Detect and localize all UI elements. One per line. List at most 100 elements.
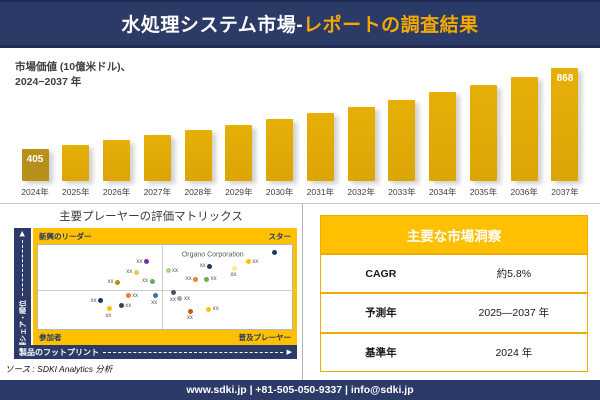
footer-contact-text: www.sdki.jp | +81-505-050-9337 | info@sd… <box>186 384 414 396</box>
bar-chart-year-labels: 2024年 2025年 2026年 2027年 2028年 2029年 2030年 2031年… <box>15 186 585 198</box>
matrix-point-label: xx <box>230 272 237 279</box>
quadrant-horizontal-divider <box>38 290 292 292</box>
bar: 405 <box>21 149 49 181</box>
up-arrow-icon: ▶ <box>19 231 26 237</box>
insights-table-header: 主要な市場洞察 <box>321 216 587 253</box>
bar-slot: 405 <box>15 66 55 181</box>
matrix-point-dot <box>125 293 131 299</box>
matrix-point-dot <box>133 269 139 275</box>
matrix-point-dot <box>188 308 194 314</box>
bar-slot <box>341 66 381 181</box>
matrix-point-dot <box>143 259 149 265</box>
bar-slot <box>56 66 96 181</box>
matrix-title: 主要プレーヤーの評価マトリックス <box>59 211 243 223</box>
year-label: 2025年 <box>62 187 90 197</box>
insights-row-value: 2024 年 <box>495 346 533 359</box>
bar-chart-bars: 405 868 <box>15 66 585 181</box>
bar-slot <box>463 66 503 181</box>
matrix-point-label: xx <box>142 278 149 285</box>
matrix-point-dot <box>106 306 112 311</box>
insights-row: 基準年 2024 年 <box>321 331 587 371</box>
matrix-point-dot <box>115 279 120 285</box>
bar <box>143 135 171 181</box>
bar-slot <box>219 66 259 181</box>
chart-title-line2: 2024−2037 年 <box>15 76 82 89</box>
bar-value-label: 868 <box>556 73 574 84</box>
source-note: ソース : SDKI Analytics 分析 <box>5 364 113 374</box>
insights-row-label: 基準年 <box>365 346 397 359</box>
bar-slot <box>423 66 463 181</box>
bar <box>306 113 334 181</box>
bar: 868 <box>551 68 579 181</box>
bar-slot: 868 <box>545 66 585 181</box>
matrix-point-dot <box>165 268 171 274</box>
matrix-point-label: xx <box>132 292 139 299</box>
bar-slot <box>300 66 340 181</box>
bar-slot <box>504 66 544 181</box>
chart-title-line1: 市場価値 (10億米ドル)、 <box>15 61 132 73</box>
year-label: 2032年 <box>347 187 375 197</box>
matrix-point-label: xx <box>136 258 143 265</box>
year-label: 2030年 <box>265 187 294 197</box>
market-insights-table: 主要な市場洞察 CAGR 約5.8% 予測年 2025—2037 年基準年 2024 年 <box>320 215 588 372</box>
matrix-point-label: xx <box>126 269 133 276</box>
matrix-point-label: xx <box>252 258 259 265</box>
matrix-point-label: xx <box>125 302 132 309</box>
matrix-point-label: xx <box>199 263 206 270</box>
matrix-point-label: xx <box>90 297 97 304</box>
matrix-point-dot <box>193 276 199 282</box>
x-axis-text: 製品のフットプリント <box>19 347 99 357</box>
bar <box>388 100 416 181</box>
bar <box>510 77 538 181</box>
matrix-point-dot <box>152 293 158 299</box>
matrix-point-dot <box>171 290 177 296</box>
bar <box>469 85 497 181</box>
bar-slot <box>97 66 137 181</box>
matrix-x-axis-bar: 製品のフットプリント ▶ <box>14 345 297 359</box>
year-label: 2028年 <box>184 187 212 197</box>
insights-row-label: CAGR <box>365 267 397 280</box>
year-label: 2024年 <box>21 187 49 197</box>
matrix-point-label: xx <box>212 306 219 313</box>
matrix-point-dot <box>118 303 124 309</box>
matrix-point-dot <box>206 306 212 312</box>
year-label: 2035年 <box>469 187 498 197</box>
matrix-box: 新興のリーダー スター Organo Corporation xx xx xx xx x… <box>33 228 297 345</box>
matrix-y-axis-bar: 市場シェア・順位 ▶ <box>14 228 31 359</box>
year-label: 2026年 <box>102 187 131 197</box>
matrix-point-label: xx <box>151 299 158 306</box>
matrix-point-dot <box>231 265 237 271</box>
bar <box>429 92 457 181</box>
matrix-point-label: xx <box>107 279 114 286</box>
matrix-bottom-band: 参加者 普及プレーヤー <box>33 330 297 345</box>
insights-row-value: 約5.8% <box>496 268 532 281</box>
bar <box>184 130 212 181</box>
bar-slot <box>137 66 177 181</box>
quadrant-label-pervasive-players: 普及プレーヤー <box>238 333 292 342</box>
matrix-point-label: xx <box>105 312 112 319</box>
matrix-point-label: xx <box>186 315 193 322</box>
insights-row: 予測年 2025—2037 年 <box>321 292 587 332</box>
year-label: 2033年 <box>388 187 416 197</box>
matrix-point-dot <box>207 263 213 269</box>
year-label: 2031年 <box>306 187 335 197</box>
bar <box>62 145 90 181</box>
report-title-accent: レポートの調査結果 <box>303 15 479 36</box>
matrix-point-dot <box>204 276 210 282</box>
bar <box>225 125 253 181</box>
matrix-point-label: xx <box>210 276 217 283</box>
year-label: 2034年 <box>428 187 457 197</box>
matrix-point-label: xx <box>172 267 179 274</box>
matrix-y-axis-label: 市場シェア・順位 ▶ <box>14 228 31 359</box>
quadrant-label-participants: 参加者 <box>39 333 62 342</box>
matrix-plot-area: Organo Corporation xx xx xx xx xx xx xx xx xx xx x… <box>37 244 293 330</box>
insights-row-label: 予測年 <box>365 307 397 320</box>
year-label: 2036年 <box>510 187 538 197</box>
quadrant-vertical-divider <box>162 245 164 329</box>
year-label: 2027年 <box>143 187 171 197</box>
matrix-point-label: xx <box>169 296 176 303</box>
bar-slot <box>382 66 422 181</box>
market-value-bar-chart: 市場価値 (10億米ドル)、 2024−2037 年 405 868 2024年 2… <box>0 48 600 204</box>
report-title-main: 水処理システム市場- <box>121 15 304 36</box>
matrix-point-dot <box>177 296 183 302</box>
